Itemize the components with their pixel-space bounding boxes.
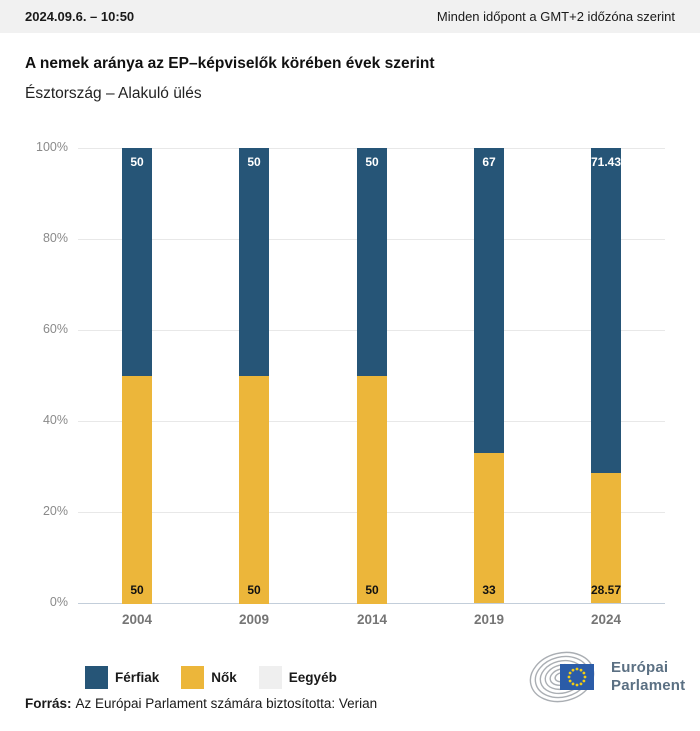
logo-line2: Parlament: [611, 677, 686, 694]
source-text: Az Európai Parlament számára biztosított…: [75, 696, 378, 711]
legend-item-other[interactable]: Eegyéb: [258, 666, 337, 689]
datetime-label: 2024.09.6. – 10:50: [25, 9, 135, 24]
topbar: 2024.09.6. – 10:50 Minden időpont a GMT+…: [0, 0, 700, 33]
bar-segment-women[interactable]: [239, 376, 269, 604]
european-parliament-logo: Európai Parlament: [528, 650, 685, 704]
legend-swatch-men: [85, 666, 108, 689]
bar-value-men: 71.43: [590, 155, 622, 169]
legend: Férfiak Nők Eegyéb: [85, 666, 337, 689]
legend-label-women: Nők: [211, 670, 237, 685]
y-tick-label: 60%: [42, 322, 68, 336]
legend-label-other: Eegyéb: [288, 670, 337, 685]
bar-segment-men[interactable]: [239, 148, 269, 376]
bar-segment-women[interactable]: [591, 473, 621, 603]
bar-value-women: 28.57: [590, 583, 622, 597]
y-tick-label: 0%: [49, 595, 68, 609]
y-tick-label: 100%: [36, 140, 68, 154]
y-tick-label: 80%: [42, 231, 68, 245]
bar-segment-men[interactable]: [122, 148, 152, 376]
x-category-label: 2004: [121, 612, 153, 627]
logo-line1: Európai: [611, 659, 669, 676]
bar-value-women: 50: [365, 583, 379, 597]
logo-wordmark: Európai Parlament: [611, 659, 685, 695]
bar-value-men: 67: [482, 155, 496, 169]
legend-item-women[interactable]: Nők: [181, 666, 237, 689]
bar-segment-men[interactable]: [357, 148, 387, 376]
bar-value-women: 50: [130, 583, 144, 597]
legend-item-men[interactable]: Férfiak: [85, 666, 159, 689]
x-category-label: 2009: [238, 612, 270, 627]
legend-swatch-women: [181, 666, 205, 689]
x-category-label: 2024: [590, 612, 622, 627]
bar-value-men: 50: [365, 155, 379, 169]
y-tick-label: 40%: [42, 413, 68, 427]
bar-segment-women[interactable]: [357, 376, 387, 604]
bar-segment-women[interactable]: [122, 376, 152, 604]
x-category-label: 2019: [473, 612, 505, 627]
y-tick-label: 20%: [42, 504, 68, 518]
source-label: Forrás:: [25, 696, 72, 711]
bar-value-men: 50: [130, 155, 144, 169]
page-title: A nemek aránya az EP–képviselők körében …: [25, 55, 435, 72]
bar-segment-men[interactable]: [474, 148, 504, 453]
x-category-label: 2014: [356, 612, 388, 627]
eu-flag-stars: [567, 667, 587, 687]
ep-hemicycle-icon: [529, 651, 595, 703]
source-note: Forrás: Az Európai Parlament számára bizt…: [25, 696, 377, 711]
bar-value-men: 50: [247, 155, 261, 169]
page-subtitle: Észtország – Alakuló ülés: [25, 85, 202, 102]
timezone-note: Minden időpont a GMT+2 időzóna szerint: [436, 9, 675, 24]
bar-value-women: 33: [482, 583, 496, 597]
bar-segment-men[interactable]: [591, 148, 621, 473]
legend-swatch-other: [258, 666, 282, 689]
bar-segment-women[interactable]: [474, 453, 504, 603]
legend-label-men: Férfiak: [115, 670, 160, 685]
bar-value-women: 50: [247, 583, 261, 597]
